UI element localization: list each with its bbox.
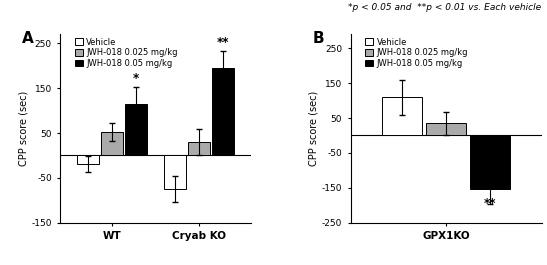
Y-axis label: CPP score (sec): CPP score (sec) — [309, 91, 319, 166]
Bar — [188, 142, 210, 155]
Bar — [101, 132, 123, 155]
Text: **: ** — [484, 197, 496, 210]
Bar — [125, 104, 147, 155]
Text: B: B — [312, 31, 324, 46]
Text: **: ** — [217, 36, 229, 49]
Bar — [78, 155, 99, 164]
Legend: Vehicle, JWH-018 0.025 mg/kg, JWH-018 0.05 mg/kg: Vehicle, JWH-018 0.025 mg/kg, JWH-018 0.… — [364, 37, 469, 69]
Bar — [426, 123, 466, 135]
Text: *: * — [133, 72, 139, 85]
Bar — [470, 135, 510, 189]
Y-axis label: CPP score (sec): CPP score (sec) — [19, 91, 28, 166]
Bar — [212, 68, 234, 155]
Text: A: A — [22, 31, 34, 46]
Bar — [164, 155, 186, 189]
Legend: Vehicle, JWH-018 0.025 mg/kg, JWH-018 0.05 mg/kg: Vehicle, JWH-018 0.025 mg/kg, JWH-018 0.… — [74, 37, 179, 69]
Bar — [382, 97, 422, 135]
Text: *p < 0.05 and  **p < 0.01 vs. Each vehicle: *p < 0.05 and **p < 0.01 vs. Each vehicl… — [348, 3, 542, 12]
